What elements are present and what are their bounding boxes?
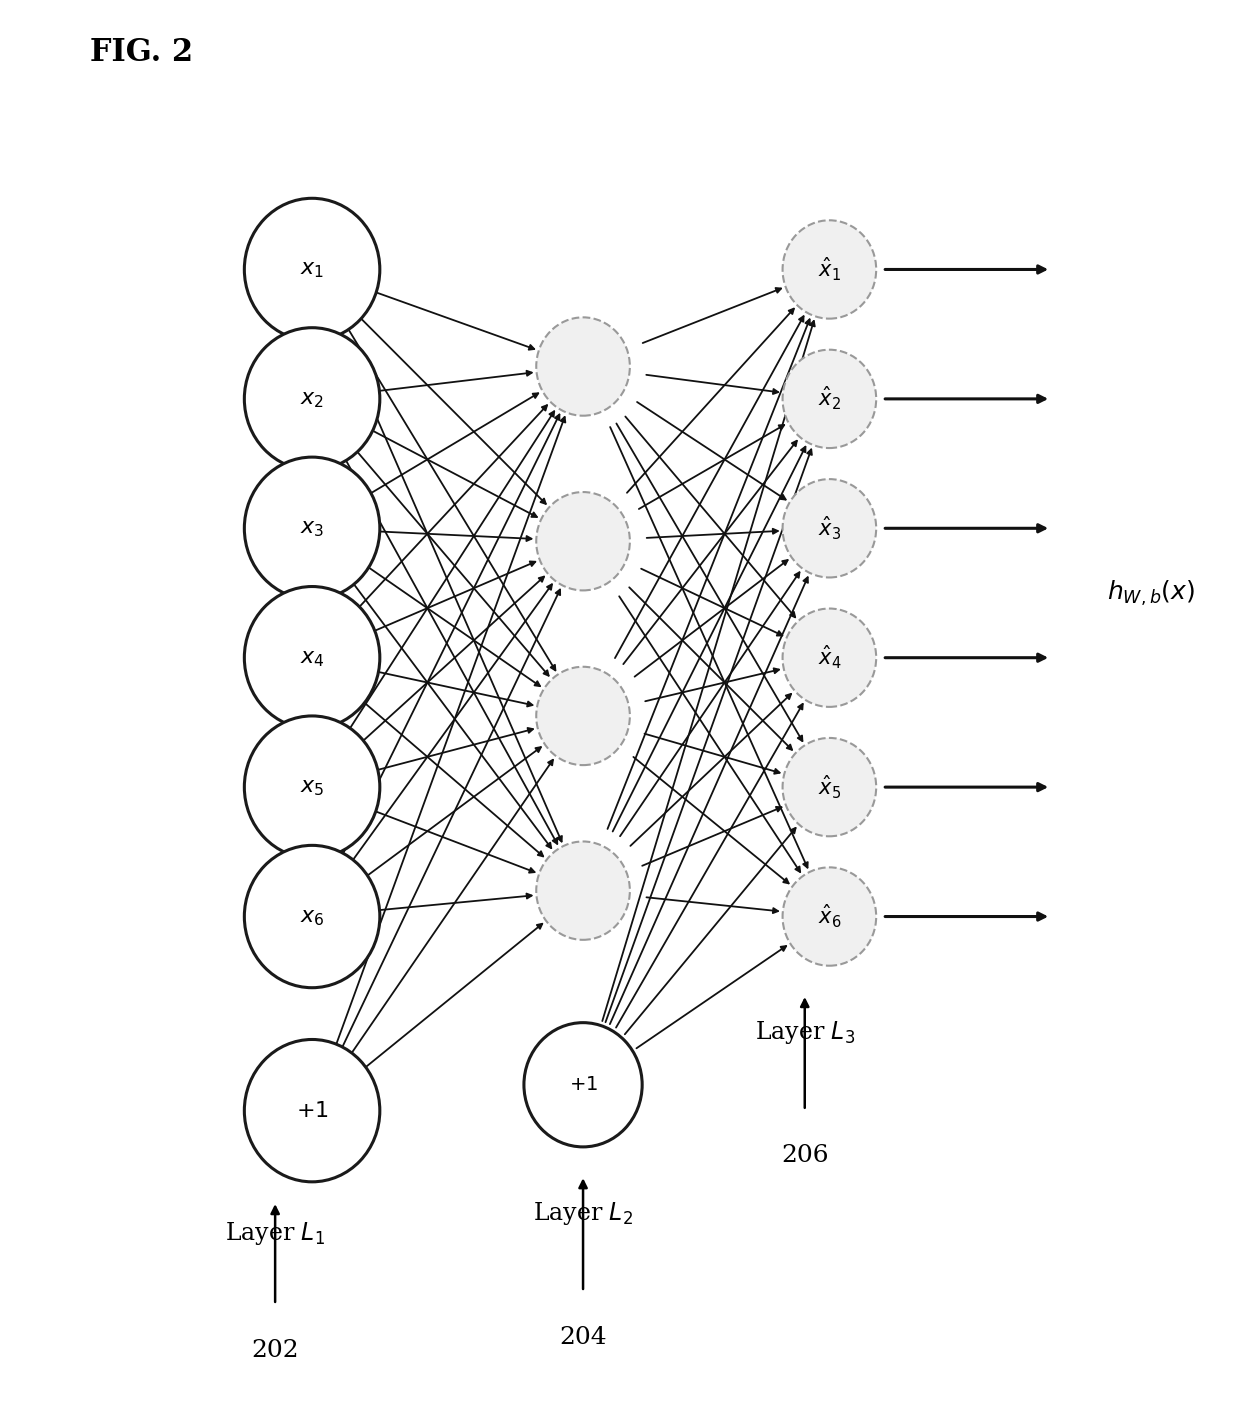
Text: $\hat{x}_4$: $\hat{x}_4$: [817, 644, 841, 671]
Circle shape: [536, 841, 630, 939]
Circle shape: [244, 845, 379, 987]
Circle shape: [525, 1022, 642, 1147]
Text: $+1$: $+1$: [569, 1076, 598, 1094]
Circle shape: [244, 328, 379, 470]
Circle shape: [782, 609, 877, 707]
Text: 202: 202: [252, 1339, 299, 1361]
Circle shape: [244, 716, 379, 858]
Text: $+1$: $+1$: [295, 1099, 329, 1122]
Text: $\hat{x}_3$: $\hat{x}_3$: [818, 515, 841, 541]
Circle shape: [782, 350, 877, 449]
Circle shape: [536, 666, 630, 765]
Text: $x_2$: $x_2$: [300, 388, 324, 411]
Text: FIG. 2: FIG. 2: [91, 37, 193, 67]
Text: $x_4$: $x_4$: [300, 647, 325, 669]
Text: 206: 206: [781, 1144, 828, 1167]
Text: $\hat{x}_1$: $\hat{x}_1$: [818, 256, 841, 283]
Circle shape: [244, 1039, 379, 1182]
Circle shape: [244, 586, 379, 728]
Circle shape: [536, 318, 630, 416]
Text: $x_6$: $x_6$: [300, 905, 325, 928]
Text: 204: 204: [559, 1326, 606, 1348]
Text: $x_3$: $x_3$: [300, 517, 324, 540]
Circle shape: [244, 457, 379, 599]
Text: $\hat{x}_2$: $\hat{x}_2$: [818, 385, 841, 412]
Circle shape: [782, 868, 877, 966]
Circle shape: [782, 738, 877, 837]
Text: $h_{W,b}(x)$: $h_{W,b}(x)$: [1106, 578, 1194, 607]
Circle shape: [536, 492, 630, 591]
Circle shape: [782, 221, 877, 319]
Text: $\hat{x}_6$: $\hat{x}_6$: [817, 903, 841, 931]
Text: Layer $L_1$: Layer $L_1$: [226, 1219, 325, 1247]
Text: $x_1$: $x_1$: [300, 259, 324, 280]
Circle shape: [244, 198, 379, 340]
Text: $\hat{x}_5$: $\hat{x}_5$: [818, 773, 841, 801]
Circle shape: [782, 479, 877, 578]
Text: $x_5$: $x_5$: [300, 776, 325, 799]
Text: Layer $L_3$: Layer $L_3$: [755, 1019, 854, 1046]
Text: Layer $L_2$: Layer $L_2$: [533, 1201, 634, 1227]
